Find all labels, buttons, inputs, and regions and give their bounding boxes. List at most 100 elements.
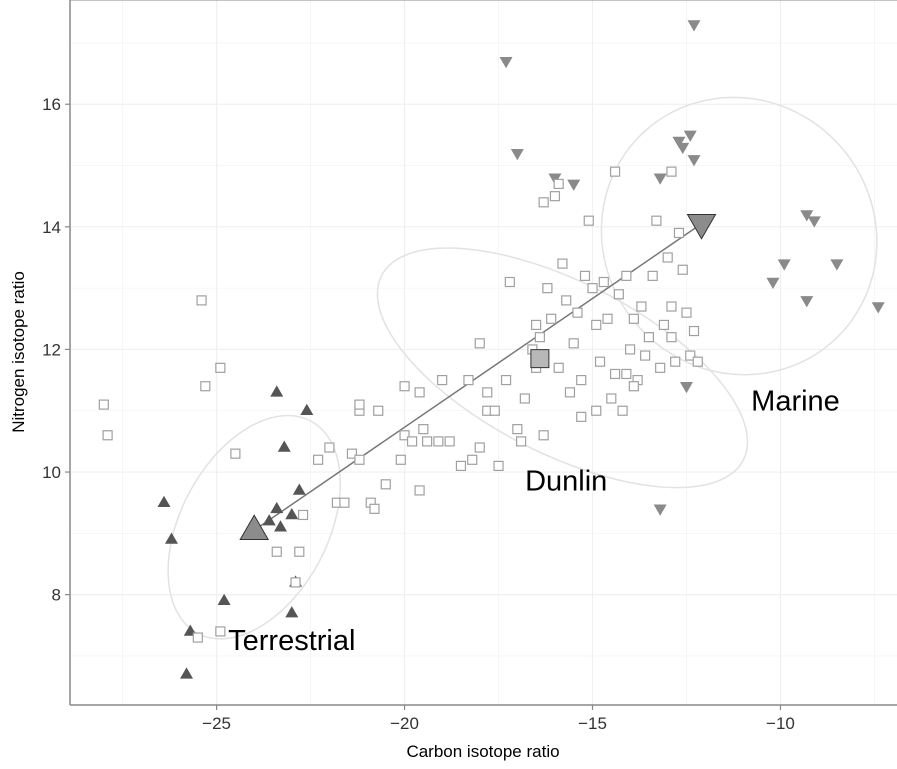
dunlin-point (98, 399, 109, 410)
dunlin-point (463, 374, 474, 386)
dunlin-point (553, 362, 564, 373)
dunlin-point (602, 313, 613, 324)
dunlin-point (666, 332, 677, 343)
dunlin-point (346, 448, 358, 459)
terrestrial-point (274, 520, 288, 532)
dunlin-point (380, 479, 391, 490)
y-axis-title: Nitrogen isotope ratio (9, 271, 28, 433)
dunlin-point (617, 405, 628, 416)
dunlin-point (655, 362, 666, 373)
dunlin-point (688, 325, 700, 337)
marine-point (800, 296, 814, 308)
marine-point (871, 302, 885, 314)
dunlin-point (531, 319, 542, 331)
axes (69, 0, 897, 706)
dunlin-point (339, 497, 350, 508)
dunlin-point (200, 381, 211, 392)
dunlin-point (591, 405, 602, 416)
dunlin-point (493, 460, 504, 472)
dunlin-point (482, 387, 493, 398)
dunlin-point (651, 215, 662, 226)
dunlin-point (579, 270, 591, 281)
terrestrial-point (262, 514, 276, 526)
dunlin-point (666, 301, 677, 312)
marine-point (766, 277, 780, 289)
dunlin-point (444, 436, 455, 447)
dunlin-point (658, 319, 670, 331)
marine-point (777, 259, 791, 271)
y-tick-label: 16 (42, 95, 61, 114)
dunlin-point (583, 215, 594, 226)
x-axis-title: Carbon isotope ratio (406, 742, 559, 761)
dunlin-point (692, 356, 703, 367)
marine-point (676, 142, 690, 155)
dunlin-point (670, 356, 681, 367)
dunlin-point (406, 436, 418, 447)
dunlin-point (324, 442, 335, 453)
x-tick-label: −10 (766, 714, 795, 733)
marine-point (672, 136, 686, 148)
dunlin-point (625, 344, 636, 355)
dunlin-point (414, 387, 425, 398)
dunlin-point (621, 368, 632, 380)
marine-point (567, 179, 581, 191)
dunlin-mean (530, 349, 550, 369)
terrestrial-point (157, 495, 171, 507)
marine-point (807, 216, 821, 228)
group-labels: Terrestrial Dunlin Marine (228, 386, 840, 657)
marine-point (510, 148, 524, 161)
dunlin-point (636, 301, 647, 312)
dunlin-point (628, 313, 639, 324)
dunlin-point (474, 338, 485, 349)
dunlin-point (290, 577, 301, 588)
group-label: Marine (751, 386, 840, 418)
dunlin-point (568, 338, 579, 349)
dunlin-point (549, 191, 561, 202)
dunlin-point (647, 270, 658, 281)
y-tick-label: 14 (42, 218, 61, 237)
marine-point (679, 381, 693, 394)
dunlin-point (594, 356, 606, 367)
dunlin-point (598, 276, 609, 288)
terrestrial-point (180, 667, 194, 679)
dunlin-point (294, 546, 305, 557)
tick-labels: −25 −20 −15 −10 8 10 12 14 16 (42, 95, 795, 733)
dunlin-point (677, 264, 688, 275)
dunlin-point (546, 313, 557, 324)
dunlin-point (455, 460, 467, 472)
dunlin-point (489, 405, 500, 416)
dunlin-point (437, 374, 448, 386)
dunlin-point (354, 454, 365, 465)
dunlin-point (576, 411, 587, 422)
source-means (239, 214, 717, 540)
dunlin-point (297, 509, 309, 521)
dunlin-point (354, 399, 365, 410)
dunlin-point (628, 381, 639, 392)
terrestrial-source-mean (239, 514, 270, 540)
dunlin-point (587, 283, 598, 294)
dunlin-point (515, 436, 527, 447)
dunlin-point (643, 332, 655, 343)
dunlin-point (196, 295, 207, 306)
terrestrial-point (217, 593, 231, 606)
dunlin-point (640, 350, 651, 361)
dunlin-point (418, 424, 429, 435)
dunlin-point (271, 546, 282, 557)
marine-point (687, 155, 701, 167)
y-tick-label: 12 (42, 340, 61, 359)
dunlin-point (313, 454, 324, 465)
terrestrial-point (285, 507, 299, 520)
dunlin-point (192, 632, 203, 643)
dunlin-point (685, 350, 696, 361)
dunlin-point (500, 374, 512, 386)
dunlin-point (621, 270, 632, 281)
dunlin-point (609, 368, 621, 380)
dunlin-point (230, 448, 241, 459)
terrestrial-point (164, 532, 178, 544)
dunlin-point (666, 166, 677, 177)
dunlin-point (681, 307, 692, 318)
dunlin-point (504, 276, 515, 288)
marine-point (683, 130, 697, 142)
dunlin-point (433, 436, 444, 447)
